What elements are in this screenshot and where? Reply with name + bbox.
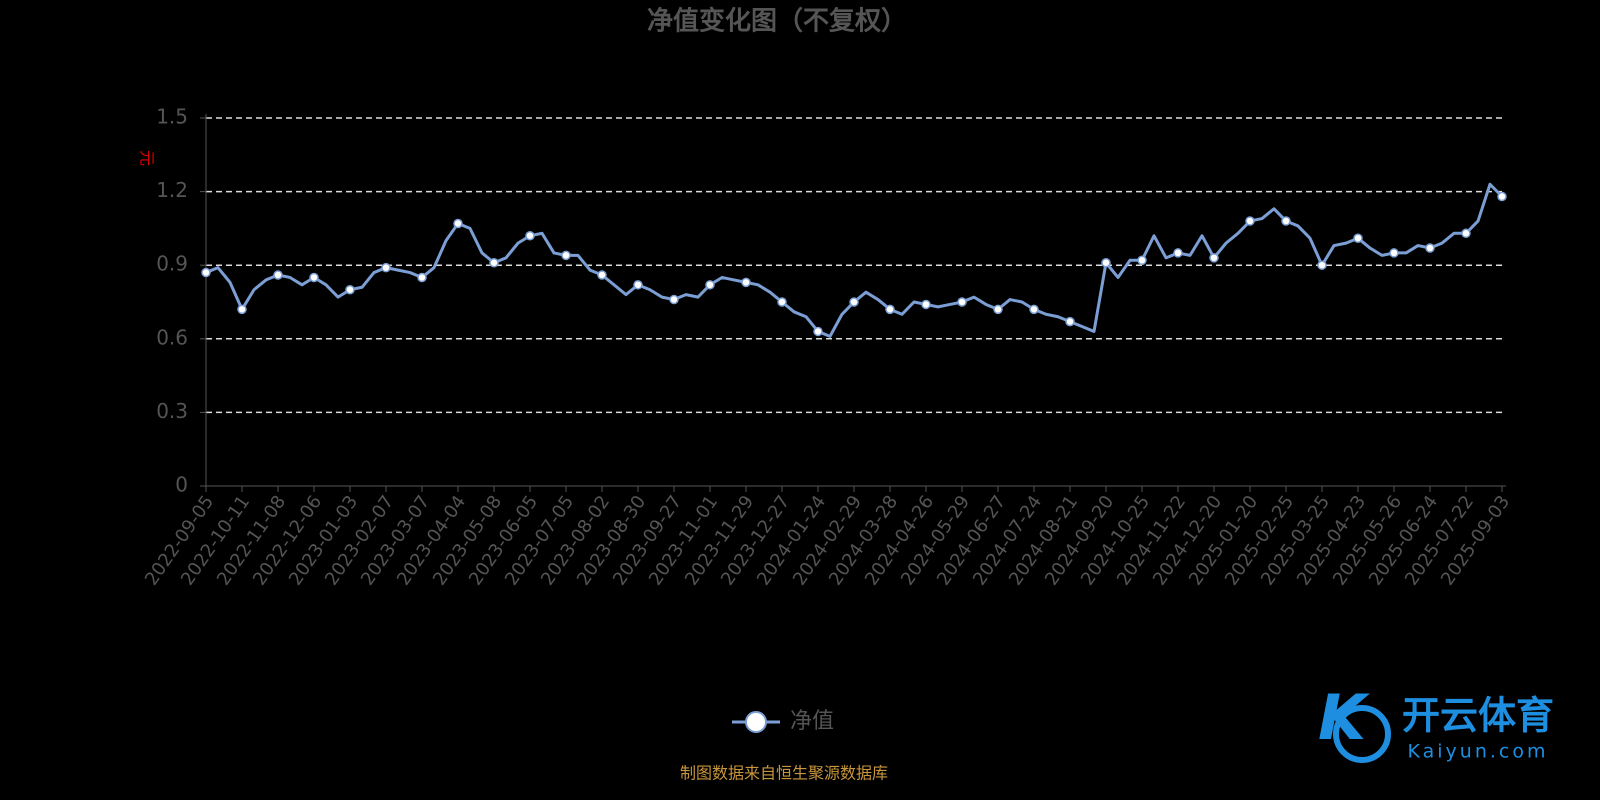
watermark-site: Kaiyun.com bbox=[1408, 741, 1549, 763]
point-marker bbox=[273, 270, 283, 280]
y-axis-label: 元 bbox=[138, 150, 157, 166]
point-marker bbox=[1065, 316, 1075, 327]
y-tick-label: 0.9 bbox=[156, 252, 188, 276]
point-marker bbox=[345, 284, 355, 295]
point-marker bbox=[1425, 243, 1435, 253]
y-tick-label: 0 bbox=[175, 473, 188, 497]
point-marker bbox=[1353, 233, 1363, 243]
legend-label: 净值 bbox=[790, 709, 834, 734]
point-marker bbox=[1173, 248, 1183, 258]
watermark: K 开云体育 Kaiyun.com bbox=[1318, 681, 1554, 763]
point-marker bbox=[561, 250, 571, 261]
point-marker bbox=[777, 297, 787, 307]
point-marker bbox=[1245, 216, 1255, 226]
point-marker bbox=[1281, 216, 1291, 226]
point-marker bbox=[1317, 260, 1327, 270]
point-marker bbox=[453, 218, 463, 229]
point-marker bbox=[201, 267, 211, 278]
point-marker bbox=[1209, 253, 1219, 263]
legend-marker bbox=[745, 711, 767, 733]
point-marker bbox=[597, 270, 607, 280]
point-marker bbox=[417, 272, 427, 283]
point-marker bbox=[741, 277, 751, 288]
y-tick-label: 1.5 bbox=[156, 105, 188, 129]
point-marker bbox=[525, 231, 535, 241]
point-marker bbox=[993, 304, 1003, 315]
point-marker bbox=[381, 262, 391, 273]
y-tick-label: 1.2 bbox=[156, 178, 188, 202]
point-marker bbox=[813, 326, 823, 337]
point-marker bbox=[1389, 248, 1399, 258]
point-marker bbox=[633, 280, 643, 290]
point-marker bbox=[957, 297, 967, 307]
watermark-logo bbox=[1333, 705, 1391, 763]
point-marker bbox=[1101, 257, 1111, 268]
point-marker bbox=[705, 280, 715, 290]
watermark-logo-letter: K bbox=[1318, 681, 1370, 754]
point-marker bbox=[849, 297, 859, 307]
point-marker bbox=[1461, 228, 1471, 239]
point-marker bbox=[1029, 304, 1039, 315]
chart-title: 净值变化图（不复权） bbox=[647, 6, 907, 37]
y-tick-label: 0.6 bbox=[156, 325, 188, 349]
point-marker bbox=[1497, 191, 1507, 202]
point-marker bbox=[921, 299, 931, 310]
point-marker bbox=[237, 304, 247, 315]
source-note: 制图数据来自恒生聚源数据库 bbox=[680, 764, 888, 783]
point-marker bbox=[885, 304, 895, 315]
point-marker bbox=[489, 257, 499, 268]
point-marker bbox=[669, 294, 679, 305]
y-tick-label: 0.3 bbox=[156, 399, 188, 423]
point-marker bbox=[1137, 255, 1147, 266]
watermark-title: 开云体育 bbox=[1402, 694, 1554, 738]
point-marker bbox=[309, 272, 319, 283]
